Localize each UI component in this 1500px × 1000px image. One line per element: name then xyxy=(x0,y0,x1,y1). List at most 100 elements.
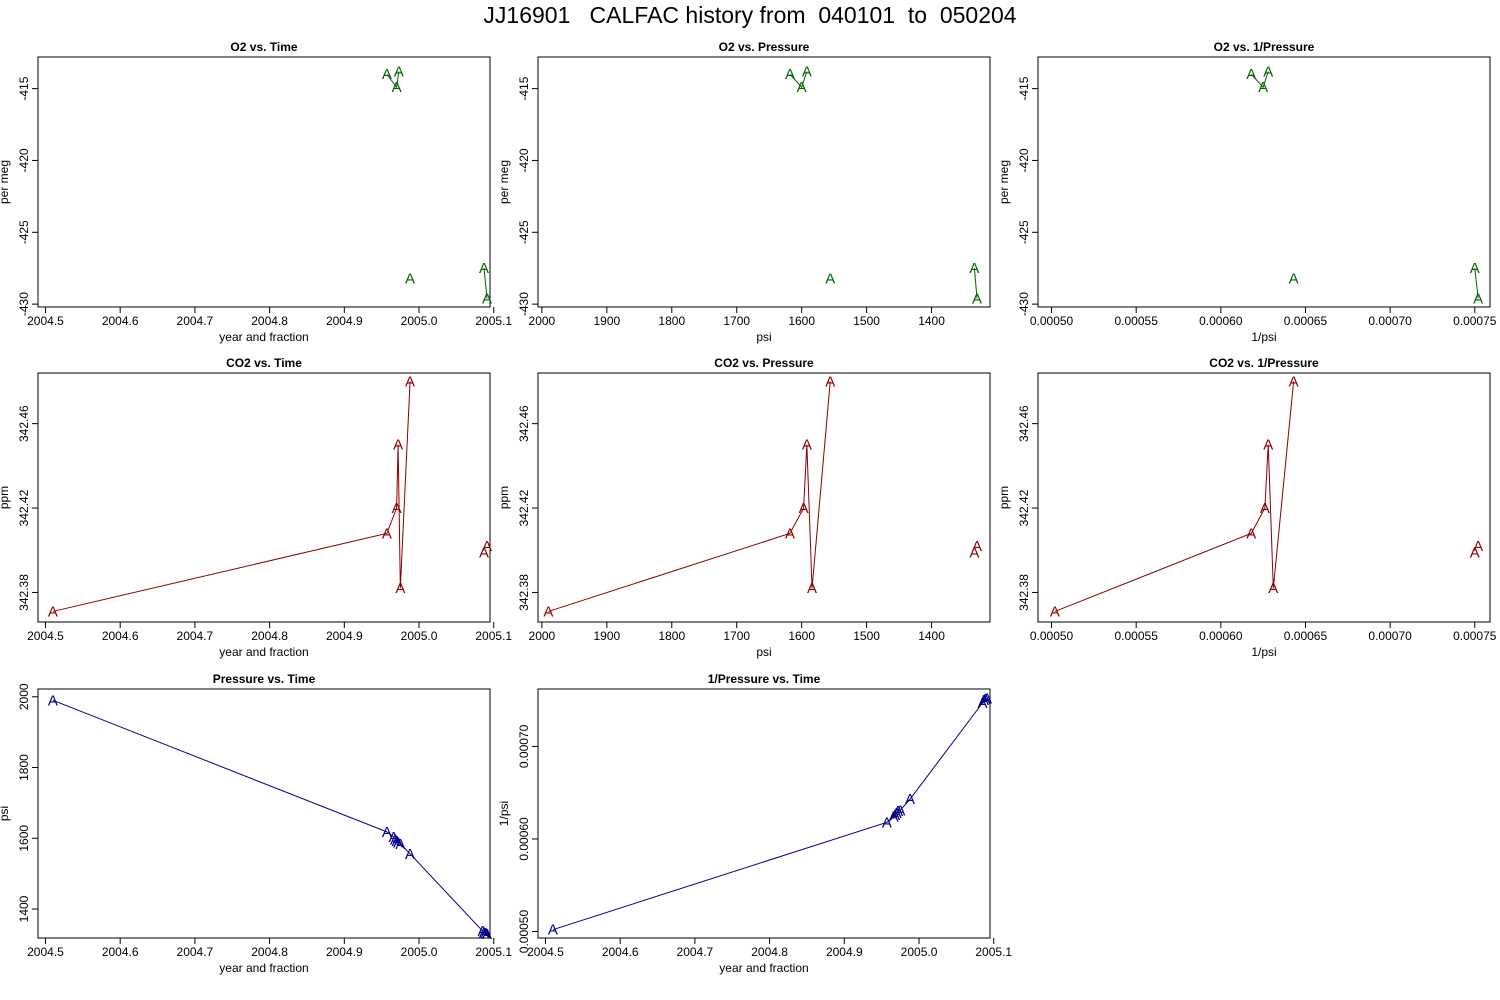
chart-title: CO2 vs. Pressure xyxy=(714,356,814,370)
data-point-marker: A xyxy=(393,437,403,454)
x-tick-label: 2005.0 xyxy=(401,945,438,959)
x-tick-label: 0.00070 xyxy=(1368,629,1412,643)
x-tick-label: 2004.7 xyxy=(677,945,714,959)
chart-panel-3: O2 vs. 1/Pressure 1/psi per meg 0.00050 0.00… xyxy=(997,40,1497,344)
data-point-marker: A xyxy=(972,290,982,307)
x-axis-label: 1/psi xyxy=(1251,330,1276,344)
x-axis-label: psi xyxy=(756,645,771,659)
series-line xyxy=(386,71,400,89)
data-point-marker: A xyxy=(1473,290,1483,307)
data-point-marker: A xyxy=(1263,63,1273,80)
data-point-marker: A xyxy=(882,814,892,831)
data-point-marker: A xyxy=(799,500,809,517)
data-point-marker: A xyxy=(785,66,795,83)
data-point-marker: A xyxy=(390,831,400,848)
data-point-marker: A xyxy=(479,544,489,561)
x-tick-label: 2004.7 xyxy=(177,629,214,643)
data-point-marker: A xyxy=(802,63,812,80)
x-tick-label: 2005.0 xyxy=(401,629,438,643)
x-tick-label: 0.00060 xyxy=(1199,314,1243,328)
x-tick-label: 0.00070 xyxy=(1368,314,1412,328)
data-point-marker: A xyxy=(543,603,553,620)
y-tick-label: 1800 xyxy=(17,754,31,781)
x-tick-label: 2004.6 xyxy=(102,314,139,328)
data-point-marker: A xyxy=(802,437,812,454)
data-point-marker: A xyxy=(982,690,992,707)
x-tick-label: 2004.9 xyxy=(326,945,363,959)
data-point-marker: A xyxy=(1289,373,1299,390)
y-axis-label: ppm xyxy=(0,486,11,509)
x-tick-label: 1700 xyxy=(723,629,750,643)
x-tick-label: 2004.5 xyxy=(527,945,564,959)
y-tick-label: -415 xyxy=(1017,76,1031,100)
data-point-marker: A xyxy=(1473,538,1483,555)
y-tick-label: 0.00060 xyxy=(517,817,531,861)
plot-frame xyxy=(37,56,491,308)
chart-panel-4: CO2 vs. Time year and fraction ppm 2004.5 20… xyxy=(0,356,512,659)
chart-panel-5: CO2 vs. Pressure psi ppm 2000 1900 1800 1700 16… xyxy=(497,356,991,659)
series-line xyxy=(552,697,988,931)
x-tick-label: 1800 xyxy=(658,314,685,328)
data-point-marker: A xyxy=(389,829,399,846)
data-point-marker: A xyxy=(395,836,405,853)
y-tick-label: -420 xyxy=(517,148,531,172)
x-tick-label: 2004.8 xyxy=(251,945,288,959)
x-tick-label: 2004.9 xyxy=(326,314,363,328)
x-tick-label: 0.00055 xyxy=(1114,314,1158,328)
data-point-marker: A xyxy=(905,791,915,808)
x-tick-label: 2004.6 xyxy=(102,629,139,643)
x-tick-label: 2004.5 xyxy=(27,945,64,959)
y-axis-label: psi xyxy=(0,806,11,821)
plot-frame xyxy=(537,56,991,308)
data-point-marker: A xyxy=(1260,500,1270,517)
y-tick-label: -425 xyxy=(517,220,531,244)
data-point-marker: A xyxy=(1268,580,1278,597)
data-point-marker: A xyxy=(785,525,795,542)
data-point-marker: A xyxy=(978,695,988,712)
x-tick-label: 0.00050 xyxy=(1030,629,1074,643)
data-point-marker: A xyxy=(482,290,492,307)
data-point-marker: A xyxy=(979,692,989,709)
x-tick-label: 2004.9 xyxy=(826,945,863,959)
plot-frame xyxy=(1037,56,1491,308)
x-tick-label: 2005.1 xyxy=(475,945,512,959)
x-tick-label: 0.00065 xyxy=(1284,629,1328,643)
plot-frame xyxy=(37,688,491,939)
data-point-marker: A xyxy=(548,922,558,939)
x-tick-label: 2004.9 xyxy=(326,629,363,643)
data-point-marker: A xyxy=(478,923,488,940)
data-point-marker: A xyxy=(969,544,979,561)
y-tick-label: 1400 xyxy=(17,895,31,922)
x-tick-label: 2005.1 xyxy=(475,314,512,328)
y-tick-label: 0.00050 xyxy=(517,910,531,954)
data-point-marker: A xyxy=(382,824,392,841)
y-tick-label: 342.42 xyxy=(17,489,31,526)
y-tick-label: -425 xyxy=(1017,220,1031,244)
chart-panel-1: O2 vs. Time year and fraction per meg 2004.… xyxy=(0,40,512,344)
x-tick-label: 1400 xyxy=(918,314,945,328)
x-tick-label: 2004.5 xyxy=(27,314,64,328)
x-tick-label: 1900 xyxy=(593,314,620,328)
x-axis-label: year and fraction xyxy=(719,961,808,975)
plot-frame xyxy=(37,372,491,623)
data-point-marker: A xyxy=(1246,66,1256,83)
y-tick-label: -420 xyxy=(17,148,31,172)
series-line xyxy=(1474,268,1479,299)
x-axis-label: psi xyxy=(756,330,771,344)
y-tick-label: -430 xyxy=(1017,292,1031,316)
data-point-marker: A xyxy=(382,525,392,542)
x-tick-label: 0.00050 xyxy=(1030,314,1074,328)
data-point-marker: A xyxy=(825,270,835,287)
x-tick-label: 1600 xyxy=(788,629,815,643)
data-point-marker: A xyxy=(48,603,58,620)
y-tick-label: -420 xyxy=(1017,148,1031,172)
data-point-marker: A xyxy=(394,63,404,80)
data-point-marker: A xyxy=(893,803,903,820)
x-tick-label: 2004.8 xyxy=(251,314,288,328)
x-tick-label: 1700 xyxy=(723,314,750,328)
y-axis-label: ppm xyxy=(497,486,511,509)
x-tick-label: 2000 xyxy=(529,629,556,643)
y-tick-label: 0.00070 xyxy=(517,724,531,768)
y-tick-label: -425 xyxy=(17,220,31,244)
y-tick-label: -430 xyxy=(517,292,531,316)
